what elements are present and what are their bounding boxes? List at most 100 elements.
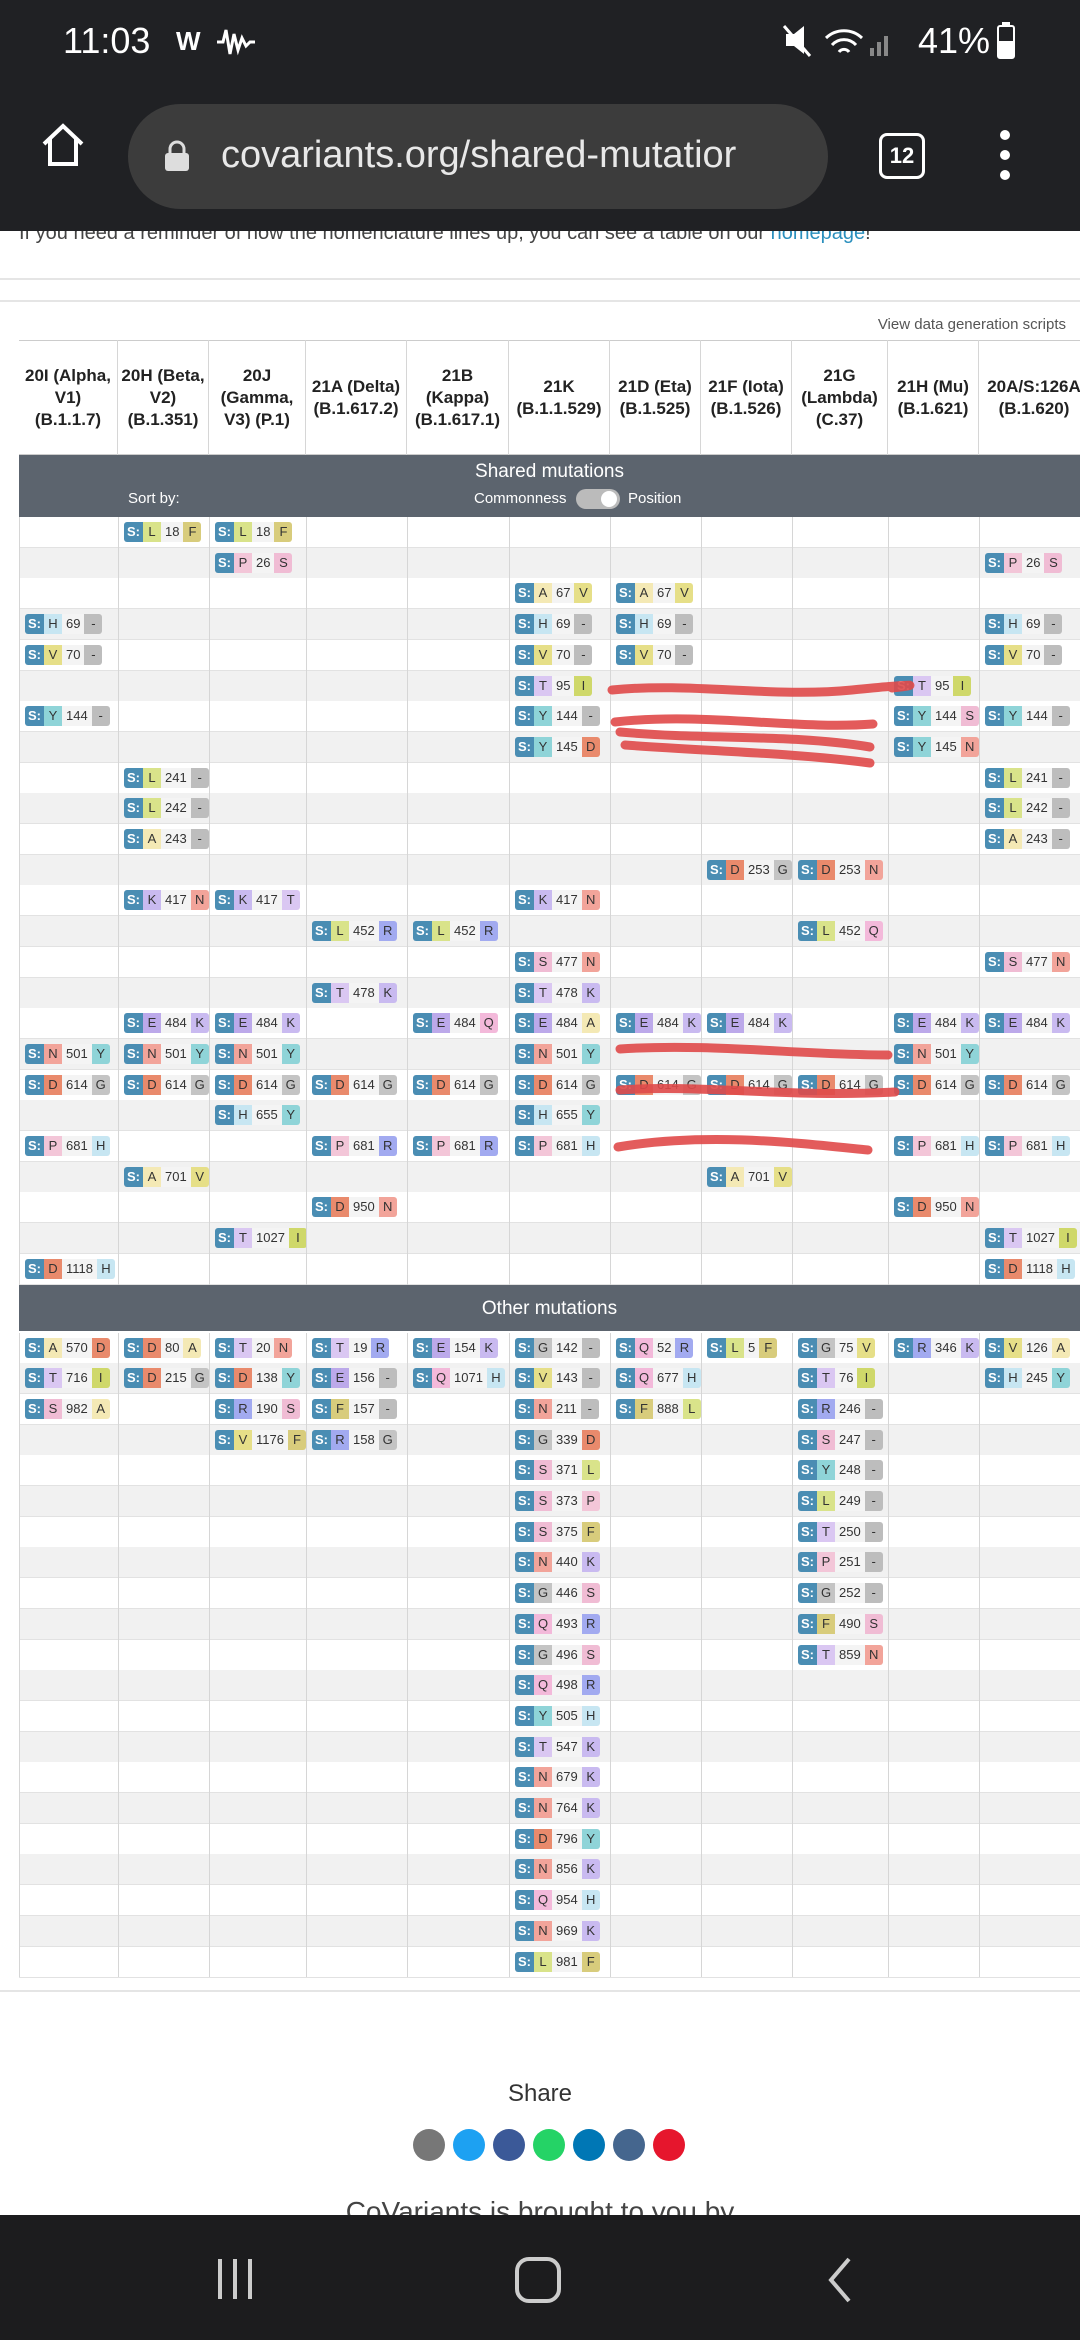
position: 954 [552, 1890, 582, 1911]
mutation-badge: S: L 242- [985, 798, 1070, 819]
table-row [19, 547, 1080, 579]
recents-button[interactable] [210, 2255, 260, 2303]
home-button[interactable] [40, 122, 86, 168]
alt-aa: N [581, 890, 600, 911]
alt-aa: R [581, 1613, 600, 1634]
gene: S: [985, 829, 1004, 849]
ref-aa: L [234, 522, 252, 542]
alt-aa: Y [281, 1043, 300, 1064]
position: 67 [552, 583, 575, 604]
gene: S: [312, 1368, 331, 1389]
column-header: 21A (Delta) (B.1.617.2) [306, 340, 407, 455]
share-email[interactable] [413, 2129, 445, 2161]
gene: S: [413, 1013, 432, 1034]
gene: S: [894, 706, 913, 727]
share-facebook[interactable] [493, 2129, 525, 2161]
column-divider [888, 517, 889, 1285]
sort-option[interactable]: Commonness [474, 490, 567, 507]
alt-aa: V [773, 1166, 792, 1187]
mutation-badge: S: N 440 K [515, 1552, 600, 1573]
gene: S: [515, 1521, 534, 1542]
gene: S: [707, 1337, 726, 1358]
share-linkedin[interactable] [573, 2129, 605, 2161]
ref-aa: D [331, 1197, 349, 1218]
gene: S: [798, 1521, 817, 1542]
position: 982 [62, 1398, 92, 1419]
gene: S: [707, 859, 726, 880]
alt-aa: - [1051, 798, 1070, 819]
ref-aa: N [143, 1043, 161, 1064]
mutation-badge: S: L 18 F [124, 522, 202, 542]
back-button[interactable] [825, 2255, 855, 2305]
mutation-badge: S: V 143- [515, 1368, 600, 1389]
ref-aa: H [1004, 1368, 1022, 1389]
alt-aa: G [581, 1074, 600, 1095]
alt-aa: G [190, 1074, 209, 1095]
ref-aa: N [44, 1043, 62, 1064]
share-twitter[interactable] [453, 2129, 485, 2161]
ref-aa: Q [534, 1613, 552, 1634]
address-bar[interactable]: covariants.org/shared-mutatior [128, 104, 828, 209]
position: 157 [349, 1398, 379, 1419]
ref-aa: D [143, 1337, 161, 1358]
ref-aa: F [817, 1613, 835, 1634]
position: 211 [552, 1398, 581, 1419]
alt-aa: N [581, 951, 600, 972]
ref-aa: H [534, 1105, 552, 1126]
ref-aa: L [331, 921, 349, 942]
scripts-link[interactable]: View data generation scripts [877, 316, 1066, 333]
column-divider [509, 517, 510, 1285]
sort-toggle[interactable] [576, 489, 620, 509]
position: 856 [552, 1859, 582, 1880]
mutation-badge: S: H 69- [985, 614, 1063, 635]
tab-count[interactable]: 12 [879, 133, 925, 179]
gene: S: [985, 1368, 1004, 1389]
mutation-badge: S: N 501 Y [215, 1043, 300, 1064]
mutation-badge: S: T 478 K [515, 982, 600, 1003]
ref-aa: G [534, 1429, 552, 1450]
alt-aa: H [581, 1705, 600, 1726]
alt-aa: L [682, 1398, 701, 1419]
share-whatsapp[interactable] [533, 2129, 565, 2161]
ref-aa: D [913, 1197, 931, 1218]
ref-aa: R [817, 1398, 835, 1419]
column-header: 21D (Eta) (B.1.525) [610, 340, 701, 455]
share-vk[interactable] [613, 2129, 645, 2161]
menu-button[interactable] [995, 127, 1015, 187]
gene: S: [985, 951, 1004, 972]
nav-bar [0, 2215, 1080, 2340]
column-header: 20J (Gamma, V3) (P.1) [209, 340, 306, 455]
mutation-badge: S: A 570 D [25, 1337, 110, 1358]
position: 241 [1022, 767, 1052, 788]
alt-aa: - [574, 614, 593, 635]
mutation-badge: S: K 417 T [215, 890, 300, 911]
alt-aa: K [960, 1013, 979, 1034]
ref-aa: A [726, 1166, 744, 1187]
position: 490 [835, 1613, 865, 1634]
alt-aa: - [581, 706, 600, 727]
ref-aa: G [534, 1644, 552, 1665]
alt-aa: R [675, 1337, 694, 1358]
share-weibo[interactable] [653, 2129, 685, 2161]
position: 253 [744, 859, 774, 880]
position: 69 [62, 614, 85, 635]
mutation-badge: S: L 241- [985, 767, 1070, 788]
gene: S: [312, 1429, 331, 1450]
mutation-badge: S: N 501 Y [124, 1043, 209, 1064]
ref-aa: L [432, 921, 450, 942]
sort-option[interactable]: Position [628, 490, 682, 507]
alt-aa: F [183, 522, 202, 542]
mutation-badge: S: D 138 Y [215, 1368, 300, 1389]
mutation-badge: S: N 501 Y [25, 1043, 110, 1064]
alt-aa: A [183, 1337, 202, 1358]
alt-aa: G [190, 1368, 209, 1389]
position: 145 [931, 736, 961, 757]
column-divider [19, 517, 20, 1285]
home-nav-button[interactable] [513, 2255, 563, 2305]
mutation-badge: S: E 154 K [413, 1337, 498, 1358]
battery-level: 41% [918, 20, 991, 61]
position: 493 [552, 1613, 582, 1634]
gene: S: [798, 1460, 817, 1481]
mutation-badge: S: Q 493 R [515, 1613, 600, 1634]
gene: S: [124, 1043, 143, 1064]
